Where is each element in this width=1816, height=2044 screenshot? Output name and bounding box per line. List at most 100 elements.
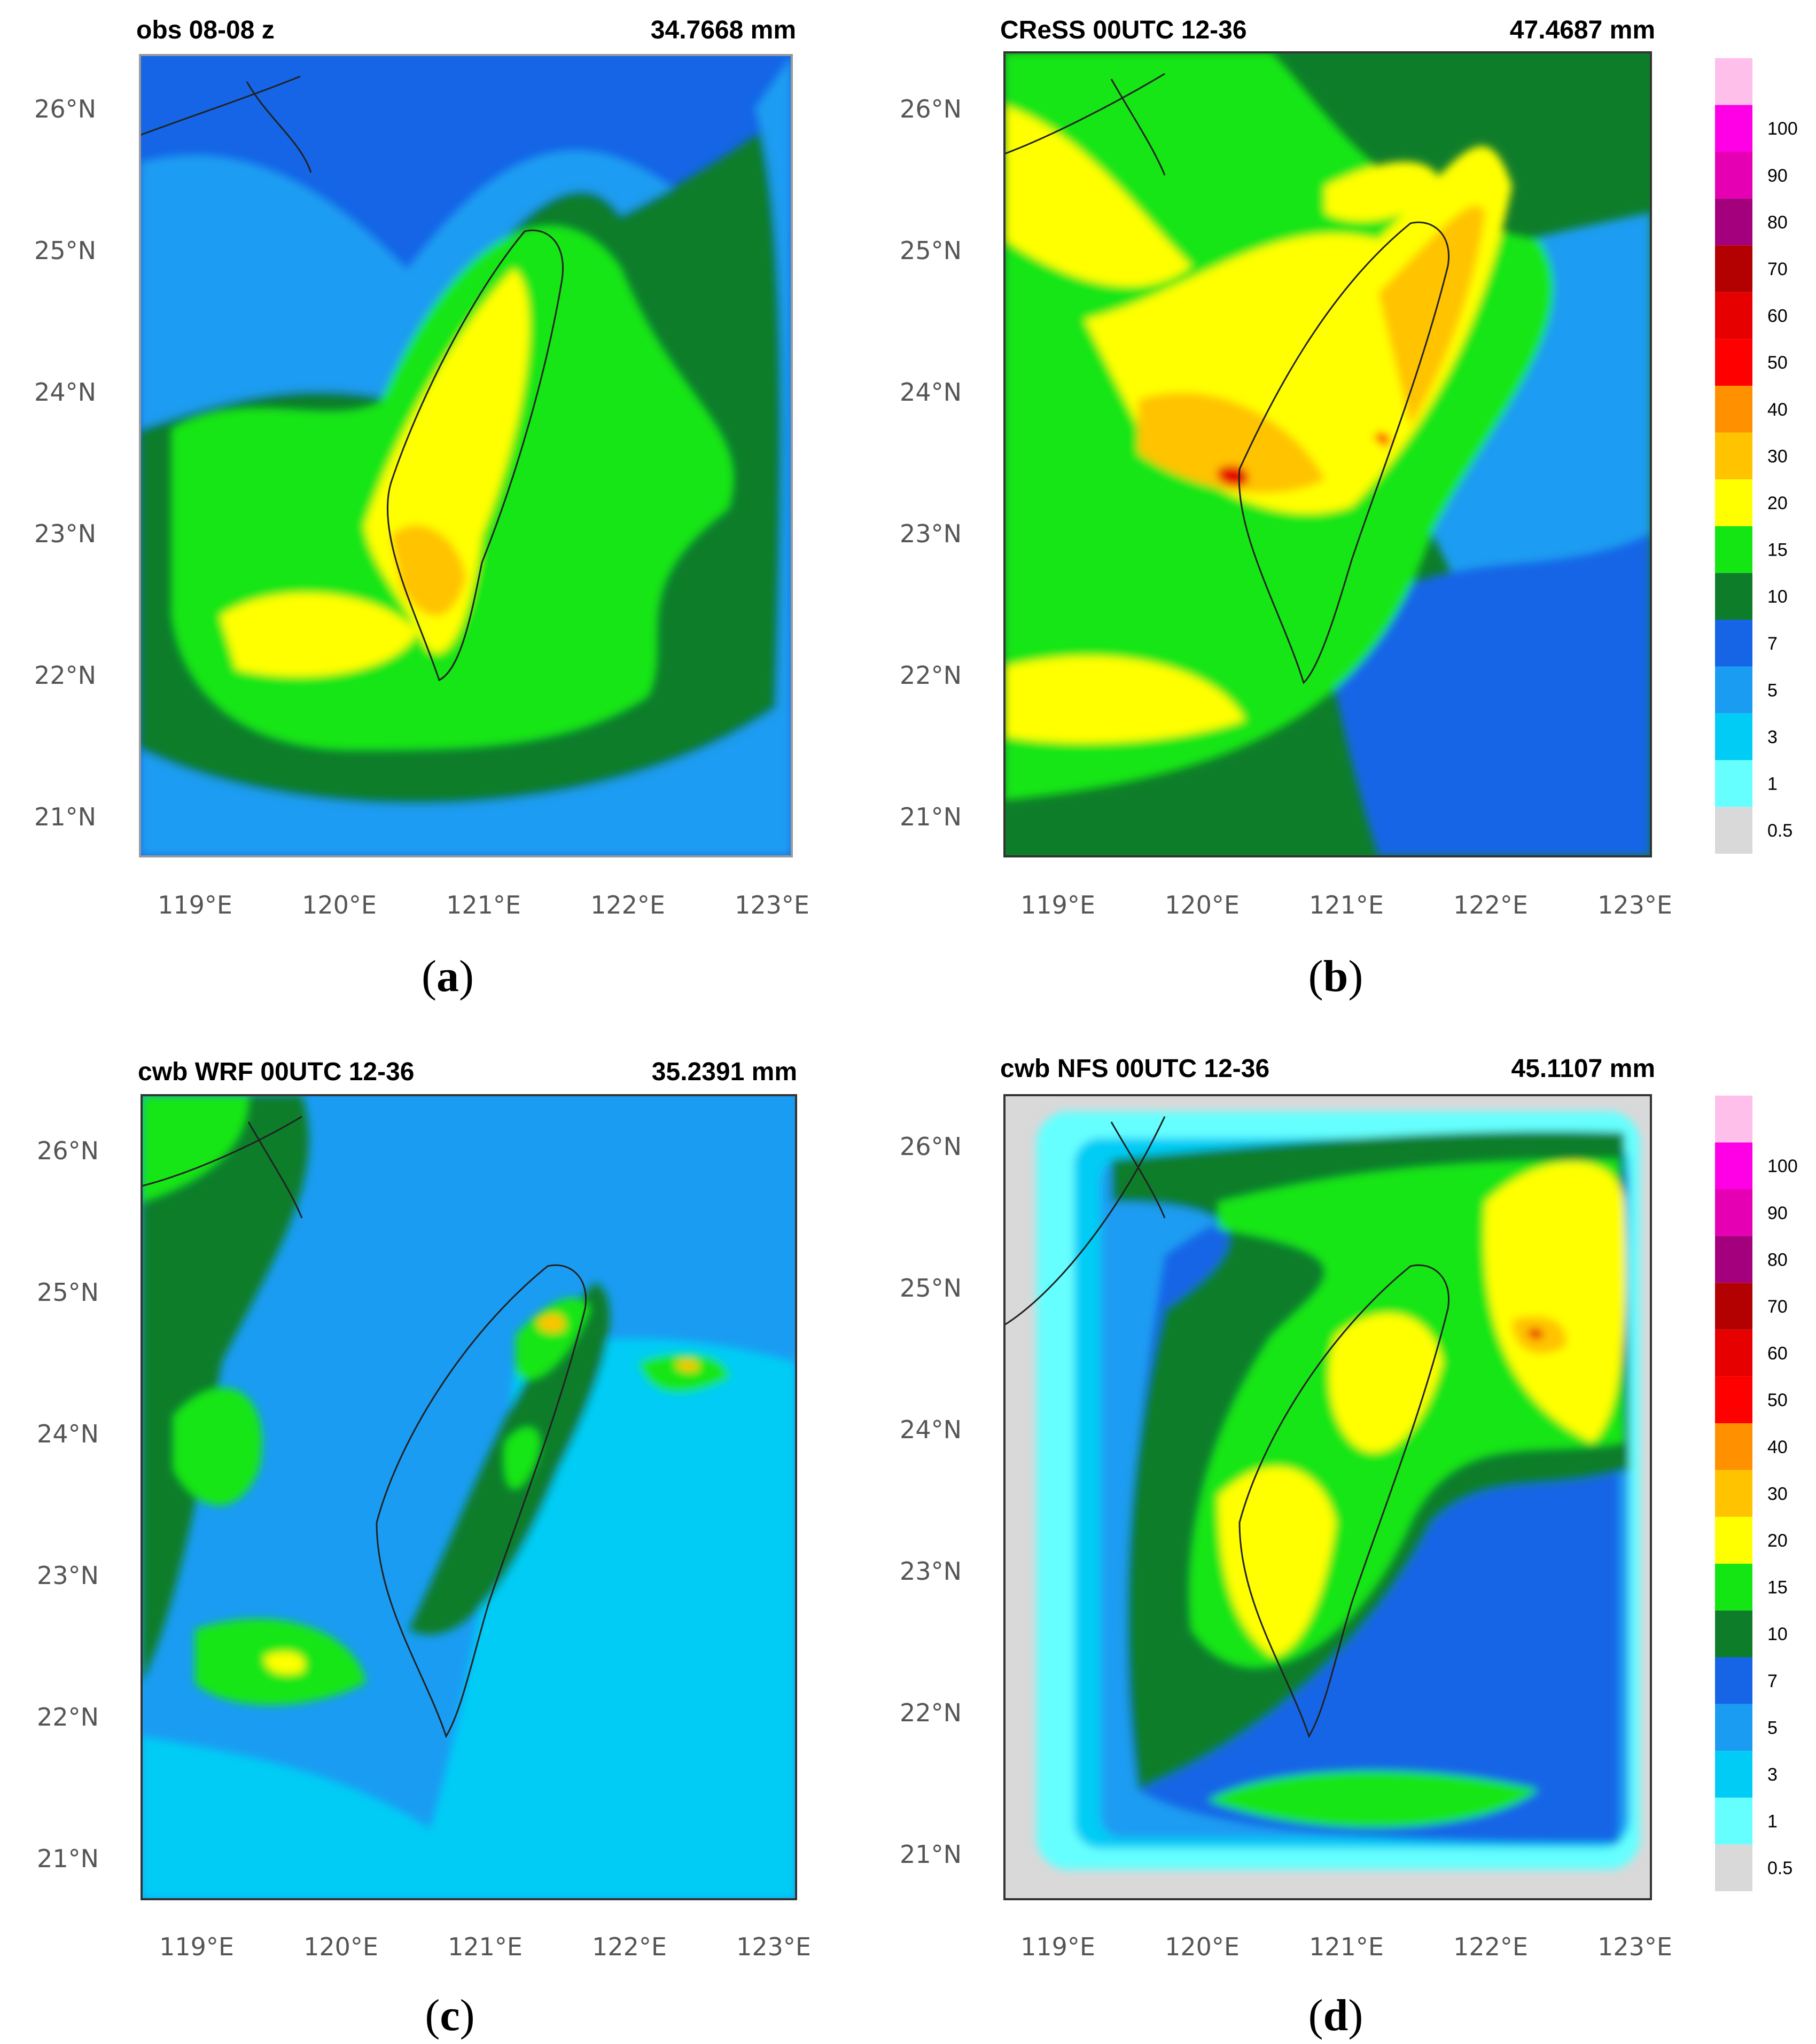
svg-text:22°N: 22°N [900,1698,962,1727]
colorbar-swatch [1715,1095,1752,1143]
lon-labels-c: 119°E 120°E 121°E 122°E 123°E [159,1932,811,1961]
svg-text:24°N: 24°N [900,1415,962,1444]
colorbar-swatch [1715,1189,1752,1236]
svg-text:26°N: 26°N [900,95,962,123]
svg-text:24°N: 24°N [37,1419,99,1448]
svg-text:123°E: 123°E [1597,1932,1672,1961]
svg-text:26°N: 26°N [34,95,96,123]
colorbar-top: 0.5 1 3 5 7 10 15 20 30 40 50 60 70 80 90 100 [1715,58,1798,854]
colorbar-label: 20 [1767,1531,1788,1551]
colorbar-swatch [1715,1844,1752,1891]
colorbar-swatch [1715,1797,1752,1845]
colorbar-label: 30 [1767,446,1788,466]
colorbar-swatch [1715,1751,1752,1798]
colorbar-swatch [1715,1376,1752,1423]
colorbar-label: 3 [1767,1765,1778,1785]
colorbar-label: 15 [1767,1578,1788,1598]
svg-text:24°N: 24°N [900,378,962,407]
colorbar-label: 50 [1767,1390,1788,1410]
colorbar-swatch [1715,245,1752,292]
svg-text:119°E: 119°E [159,1932,234,1961]
colorbar-swatch [1715,1142,1752,1189]
colorbar-swatch [1715,479,1752,526]
colorbar-label: 3 [1767,727,1778,747]
colorbar-label: 15 [1767,540,1788,560]
svg-text:120°E: 120°E [303,1932,378,1961]
colorbar-label: 60 [1767,1344,1788,1364]
svg-text:122°E: 122°E [1453,891,1528,919]
map-a [140,55,792,856]
colorbar-swatch [1715,760,1752,807]
frame-b [1003,51,1652,857]
panel-a-total: 34.7668 mm [651,16,796,44]
colorbar-bottom: 0.5 1 3 5 7 10 15 20 30 40 50 60 70 80 90 100 [1715,1095,1798,1891]
lat-labels-d: 26°N 25°N 24°N 23°N 22°N 21°N [900,1132,962,1869]
svg-text:120°E: 120°E [1165,1932,1240,1961]
colorbar-swatch [1715,1657,1752,1704]
svg-text:26°N: 26°N [900,1132,962,1161]
colorbar-label: 30 [1767,1484,1788,1504]
lat-labels-b: 26°N 25°N 24°N 23°N 22°N 21°N [900,95,962,831]
colorbar-label: 1 [1767,1812,1778,1832]
svg-text:21°N: 21°N [37,1844,99,1873]
colorbar-swatch [1715,386,1752,433]
panel-d-title: cwb NFS 00UTC 12-36 [1000,1055,1269,1083]
map-d [1004,1095,1651,1899]
colorbar-swatch [1715,292,1752,339]
svg-text:25°N: 25°N [34,236,96,265]
panel-a-title: obs 08-08 z [136,16,275,44]
svg-text:119°E: 119°E [1020,1932,1095,1961]
lat-labels-a: 26°N 25°N 24°N 23°N 22°N 21°N [34,95,96,831]
colorbar-swatch [1715,432,1752,480]
colorbar-swatch [1715,1236,1752,1283]
colorbar-label: 70 [1767,1297,1788,1317]
svg-text:122°E: 122°E [592,1932,667,1961]
colorbar-swatch [1715,198,1752,246]
svg-text:21°N: 21°N [900,1840,962,1869]
lon-labels-b: 119°E 120°E 121°E 122°E 123°E [1020,891,1672,919]
colorbar-label: 90 [1767,166,1788,186]
colorbar-label: 5 [1767,1718,1778,1738]
svg-text:24°N: 24°N [34,378,96,407]
panel-b-total: 47.4687 mm [1510,16,1655,44]
colorbar-label: 7 [1767,634,1778,654]
svg-text:120°E: 120°E [1165,891,1240,919]
svg-text:119°E: 119°E [1020,891,1095,919]
colorbar-swatch [1715,1470,1752,1517]
lat-labels-c: 26°N 25°N 24°N 23°N 22°N 21°N [37,1136,99,1873]
panel-c-wrf: cwb WRF 00UTC 12-36 35.2391 mm 26°N 25°N… [37,1058,811,2040]
svg-text:121°E: 121°E [1309,1932,1384,1961]
svg-text:120°E: 120°E [302,891,377,919]
colorbar-label: 0.5 [1767,821,1792,841]
svg-text:123°E: 123°E [1597,891,1672,919]
svg-text:121°E: 121°E [1309,891,1384,919]
colorbar-label: 1 [1767,774,1778,794]
colorbar-swatch [1715,152,1752,199]
colorbar-swatch [1715,1563,1752,1611]
lon-labels-d: 119°E 120°E 121°E 122°E 123°E [1020,1932,1672,1961]
svg-text:119°E: 119°E [158,891,232,919]
colorbar-swatch [1715,573,1752,620]
caption-c: (c) [425,1991,474,2040]
svg-text:22°N: 22°N [37,1703,99,1731]
svg-text:123°E: 123°E [735,891,809,919]
frame-c [141,1094,797,1900]
map-b [1004,52,1651,856]
colorbar-label: 40 [1767,1437,1788,1457]
colorbar-swatch [1715,1329,1752,1377]
colorbar-swatch [1715,339,1752,386]
svg-text:121°E: 121°E [448,1932,523,1961]
svg-text:26°N: 26°N [37,1136,99,1165]
colorbar-label: 0.5 [1767,1858,1792,1878]
svg-text:25°N: 25°N [900,1274,962,1302]
colorbar-label: 40 [1767,400,1788,420]
svg-text:123°E: 123°E [736,1932,811,1961]
frame-a [139,54,793,857]
svg-text:21°N: 21°N [900,802,962,831]
colorbar-swatch [1715,807,1752,854]
svg-text:23°N: 23°N [900,519,962,548]
colorbar-label: 100 [1767,119,1798,139]
colorbar-swatch [1715,1610,1752,1657]
svg-text:23°N: 23°N [34,519,96,548]
